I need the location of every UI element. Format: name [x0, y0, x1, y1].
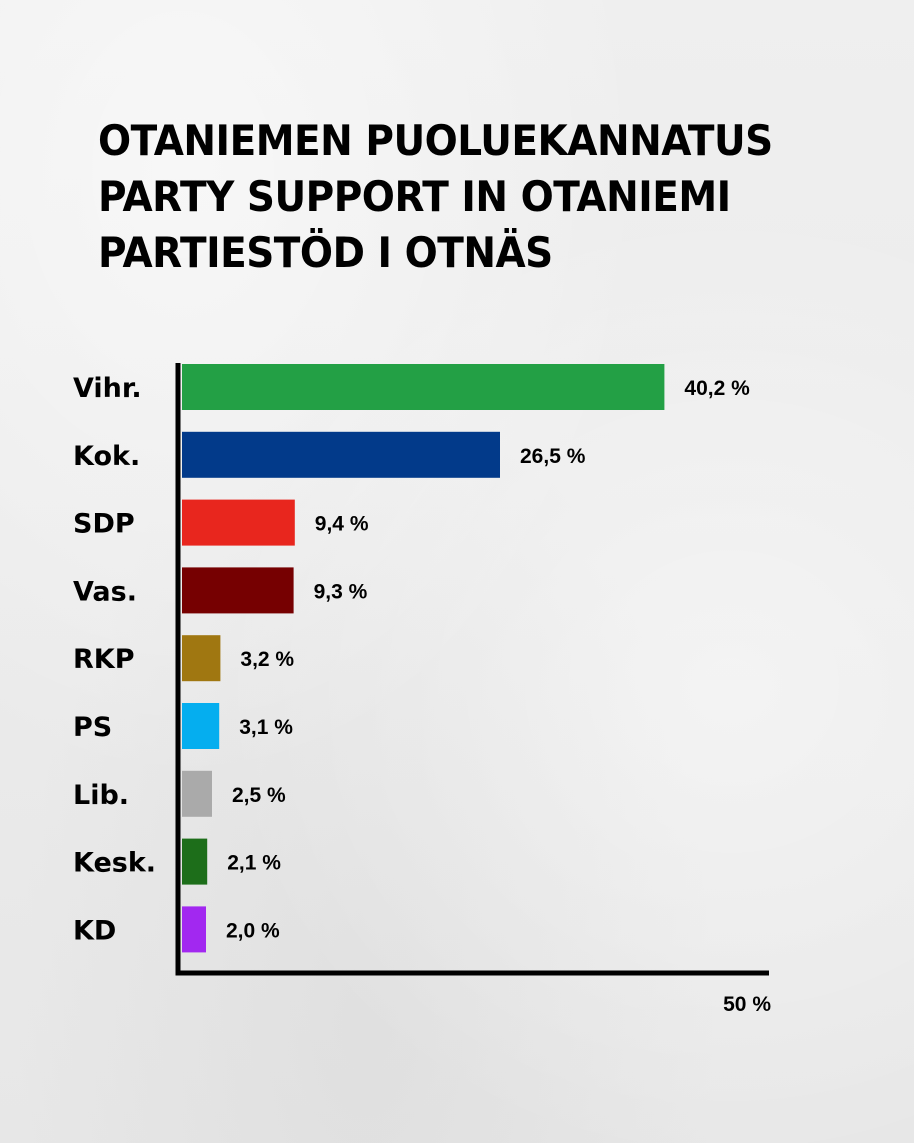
value-label: 9,3 %: [314, 580, 368, 603]
category-label: RKP: [73, 644, 135, 675]
category-label: SDP: [73, 509, 135, 540]
category-label: Kesk.: [73, 848, 156, 879]
value-label: 9,4 %: [315, 513, 369, 536]
title-line-english: PARTY SUPPORT IN OTANIEMI: [98, 173, 731, 222]
bar: [182, 906, 206, 953]
value-label: 2,5 %: [232, 784, 286, 807]
bar: [182, 431, 500, 478]
value-label: 2,0 %: [226, 919, 280, 942]
title-line-swedish: PARTIESTÖD I OTNÄS: [98, 229, 553, 278]
value-label: 26,5 %: [520, 445, 586, 468]
bar: [182, 838, 208, 885]
category-label: Vas.: [73, 576, 137, 607]
value-label: 3,1 %: [239, 716, 293, 739]
bar: [182, 567, 294, 614]
value-label: 40,2 %: [684, 377, 750, 400]
category-label: PS: [73, 712, 112, 743]
bar: [182, 364, 665, 410]
value-label: 3,2 %: [240, 648, 294, 671]
bar: [182, 499, 295, 546]
bar: [182, 703, 220, 749]
value-label: 2,1 %: [227, 852, 281, 875]
chart-title: OTANIEMEN PUOLUEKANNATUS PARTY SUPPORT I…: [98, 112, 773, 280]
category-label: KD: [73, 915, 116, 946]
category-label: Kok.: [73, 441, 140, 472]
bar: [182, 635, 221, 682]
category-label: Vihr.: [73, 373, 142, 404]
bar: [182, 770, 212, 817]
title-line-finnish: OTANIEMEN PUOLUEKANNATUS: [98, 117, 773, 166]
x-axis-max-label: 50 %: [723, 993, 771, 1016]
category-label: Lib.: [73, 780, 129, 811]
